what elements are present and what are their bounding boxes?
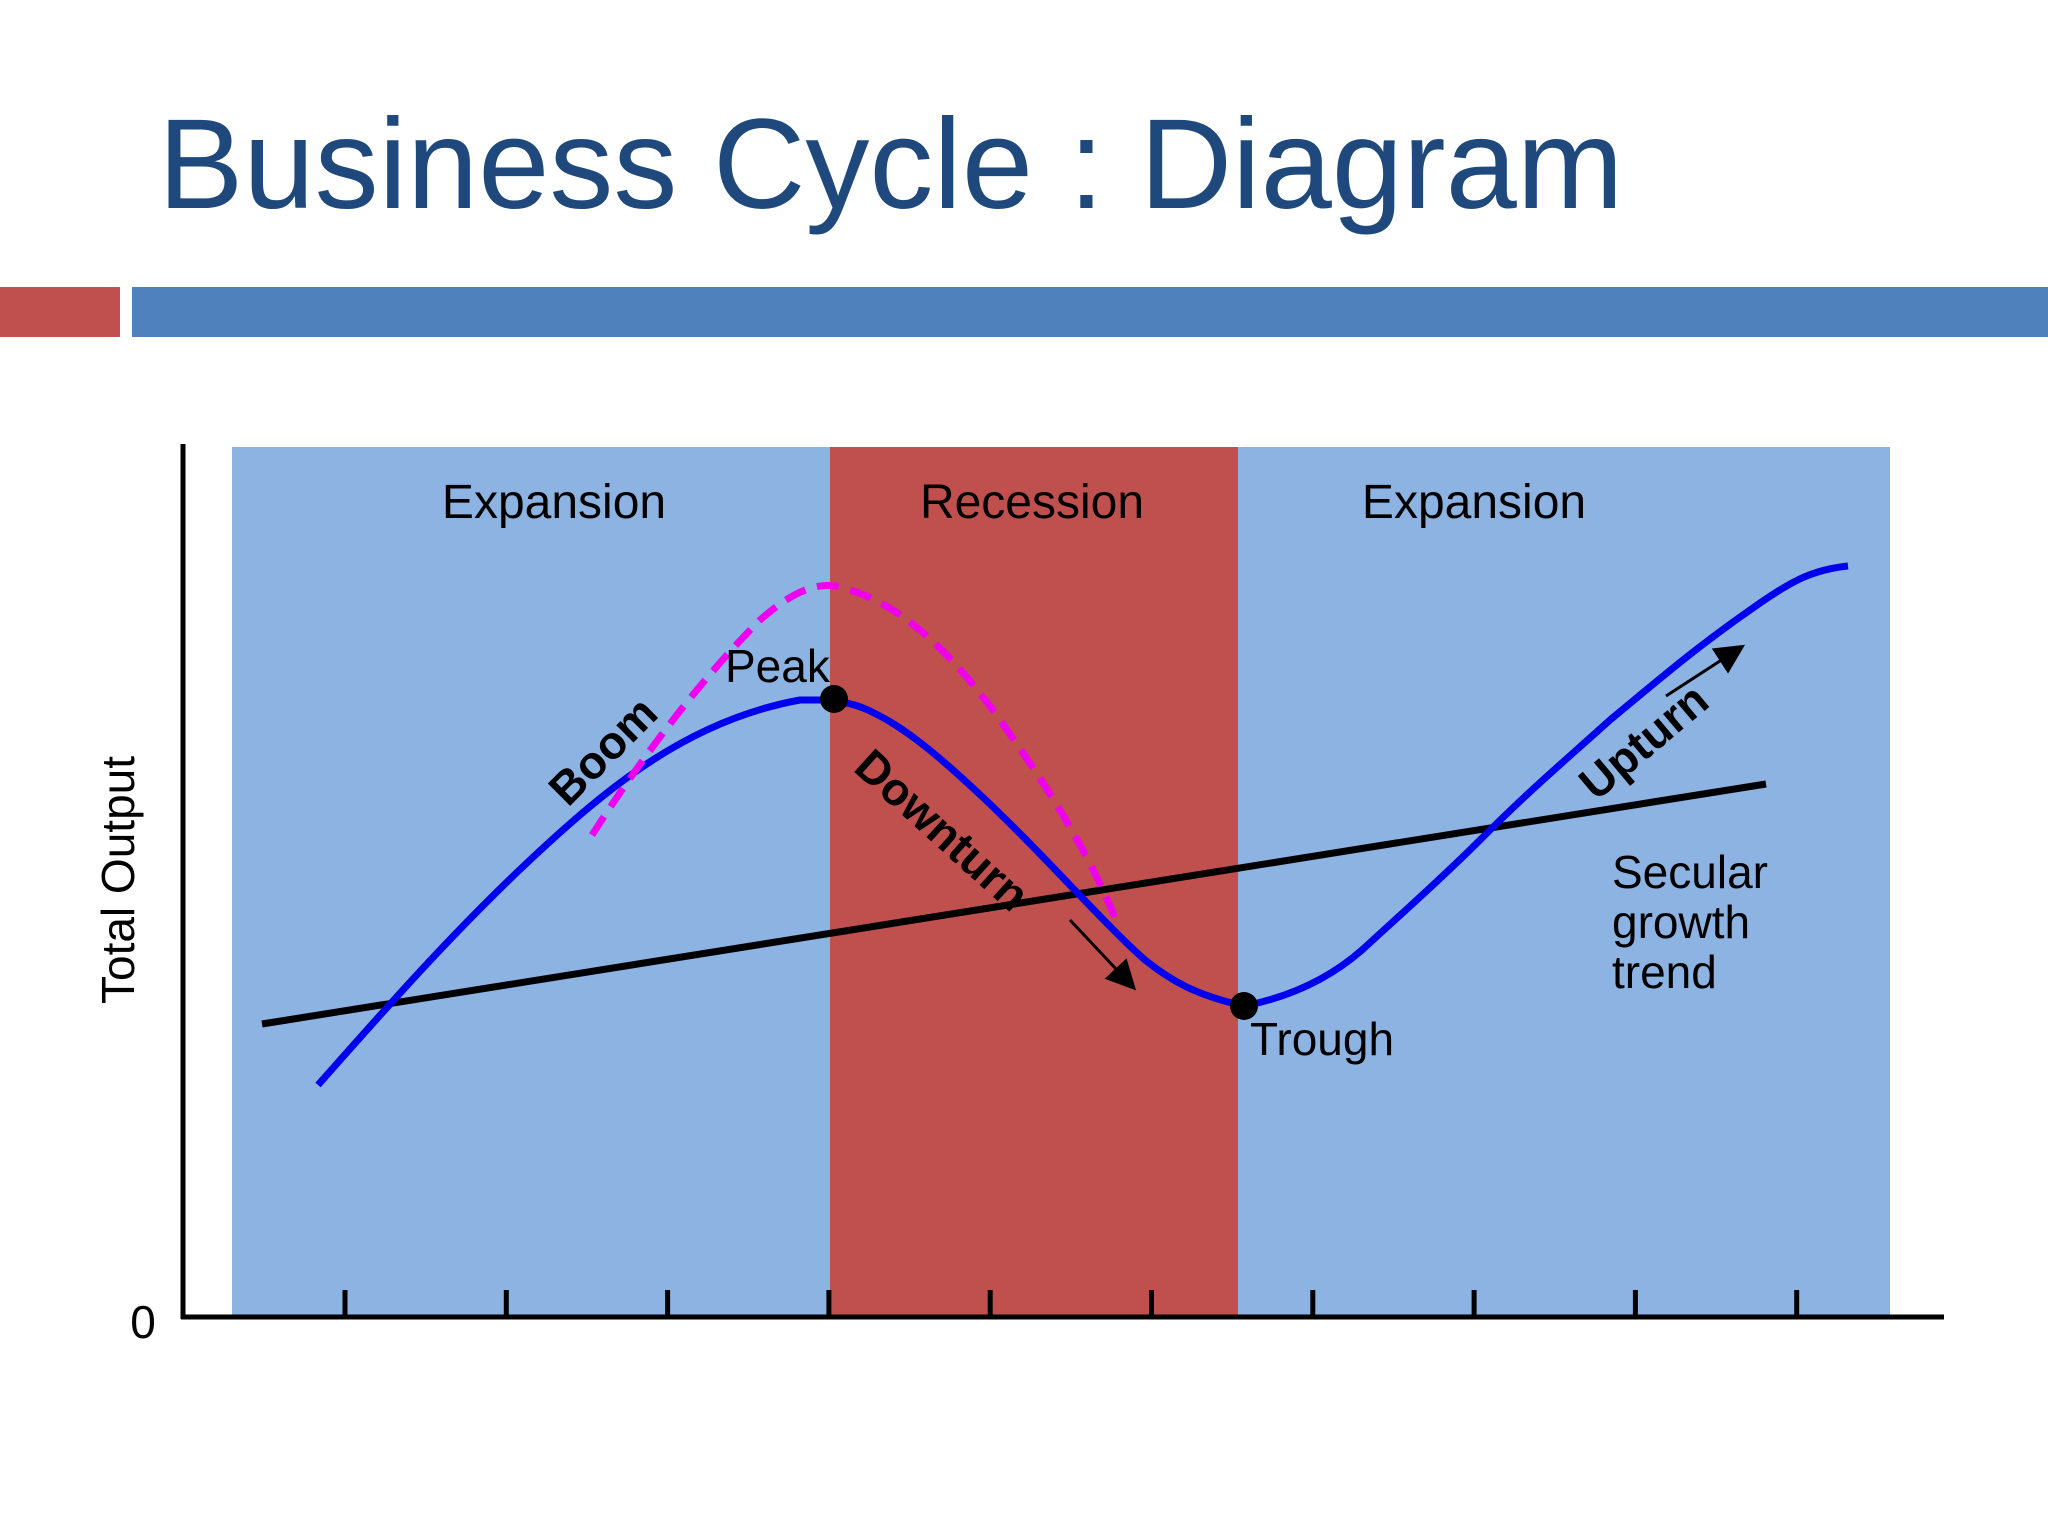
boom-projection-curve — [589, 581, 1122, 927]
downturn-arrow — [1068, 918, 1137, 991]
expansion-band-left — [232, 447, 830, 1317]
trend-label: Secular growth trend — [1612, 846, 1781, 998]
y-axis-label: Total Output — [92, 756, 144, 1004]
trend-label-line-3: trend — [1612, 946, 1717, 998]
trend-label-line-2: growth — [1612, 896, 1750, 948]
origin-label: 0 — [130, 1296, 156, 1348]
secular-trend-line — [261, 780, 1767, 1028]
slide-title: Business Cycle : Diagram — [158, 93, 1624, 236]
phase-label-expansion-1: Expansion — [442, 476, 666, 529]
accent-bar-red — [0, 287, 120, 337]
peak-label: Peak — [725, 640, 831, 692]
expansion-band-right — [1238, 447, 1890, 1317]
peak-point — [820, 685, 848, 713]
phase-label-expansion-2: Expansion — [1362, 476, 1586, 529]
trough-point — [1230, 992, 1258, 1020]
upturn-arrow — [1665, 644, 1746, 698]
trough-label: Trough — [1250, 1013, 1394, 1065]
business-cycle-curve — [315, 562, 1849, 1088]
x-axis-ticks — [342, 1290, 1800, 1317]
trend-label-line-1: Secular — [1612, 846, 1768, 898]
accent-bar-blue — [132, 287, 2048, 337]
phase-label-recession: Recession — [920, 476, 1144, 529]
